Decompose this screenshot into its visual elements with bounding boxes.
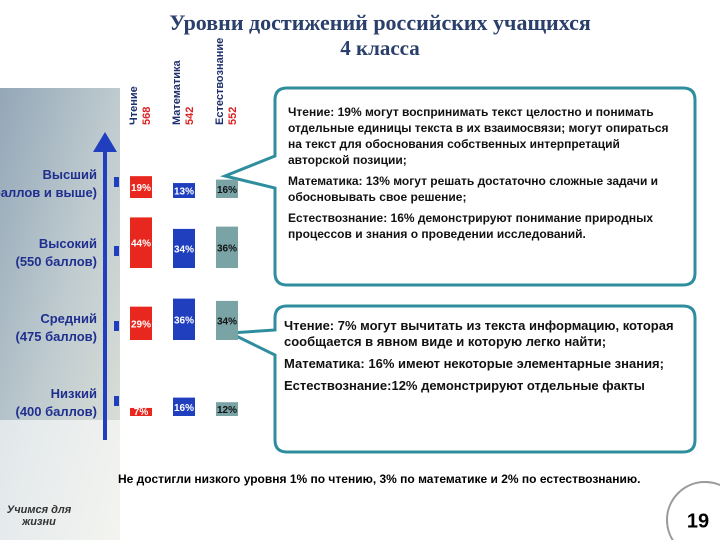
callout-paragraph: Математика: 13% могут решать достаточно … [288, 174, 659, 204]
footnote: Не достигли низкого уровня 1% по чтению,… [118, 472, 641, 486]
tick-mark [114, 396, 119, 406]
tick-mark [114, 177, 119, 187]
level-name: Высокий [39, 236, 97, 251]
bar [173, 298, 195, 340]
tick-mark [114, 246, 119, 256]
bar [130, 176, 152, 198]
column-score: 542 [184, 107, 196, 125]
value-label: 44% [131, 239, 151, 250]
value-label: 19% [131, 183, 151, 194]
value-label: 16% [174, 403, 194, 414]
column-header: Чтение [128, 86, 140, 125]
bar [130, 407, 152, 416]
bar [130, 306, 152, 340]
value-label: 36% [174, 315, 194, 326]
value-label: 7% [134, 407, 149, 418]
callout-paragraph: Чтение: 7% могут вычитать из текста инфо… [284, 318, 674, 349]
bar [216, 300, 238, 340]
column-header: Математика [171, 59, 183, 125]
level-range: (625 баллов и выше) [0, 185, 97, 200]
title: Уровни достижений российских учащихся [169, 10, 591, 35]
value-label: 34% [217, 316, 237, 327]
value-label: 13% [174, 187, 194, 198]
value-label: 29% [131, 319, 151, 330]
level-name: Низкий [51, 386, 97, 401]
bar [173, 228, 195, 268]
tick-mark [114, 321, 119, 331]
callout-paragraph: Естествознание:12% демонстрируют отдельн… [284, 378, 645, 393]
level-range: (400 баллов) [16, 404, 98, 419]
bar [173, 183, 195, 198]
column-header: Естествознание [214, 38, 226, 125]
bar [130, 217, 152, 268]
callout-paragraph: Чтение: 19% могут воспринимать текст цел… [288, 105, 669, 167]
level-name: Высший [42, 167, 97, 182]
page-number: 19 [687, 510, 709, 532]
bar [216, 402, 238, 416]
logo: Учимся для жизни [6, 504, 72, 528]
level-range: (475 баллов) [16, 329, 98, 344]
bar [216, 179, 238, 198]
title-line2: 4 класса [340, 36, 420, 60]
callout-text: Чтение: 19% могут воспринимать текст цел… [288, 104, 683, 247]
bar [216, 226, 238, 268]
value-label: 16% [217, 185, 237, 196]
value-label: 34% [174, 244, 194, 255]
column-score: 568 [141, 107, 153, 125]
bar [173, 397, 195, 416]
photo-fade [0, 420, 120, 540]
column-score: 552 [227, 107, 239, 125]
level-range: (550 баллов) [16, 254, 98, 269]
callout-paragraph: Математика: 16% имеют некоторые элемента… [284, 356, 664, 371]
value-label: 12% [217, 405, 237, 416]
arrow-head [93, 132, 117, 152]
value-label: 36% [217, 243, 237, 254]
callout-text: Чтение: 7% могут вычитать из текста инфо… [284, 318, 684, 400]
callout-box [224, 304, 697, 454]
page-badge [666, 481, 720, 540]
callout-paragraph: Естествознание: 16% демонстрируют понима… [288, 211, 654, 241]
callout-box [220, 86, 697, 287]
level-name: Средний [40, 311, 97, 326]
